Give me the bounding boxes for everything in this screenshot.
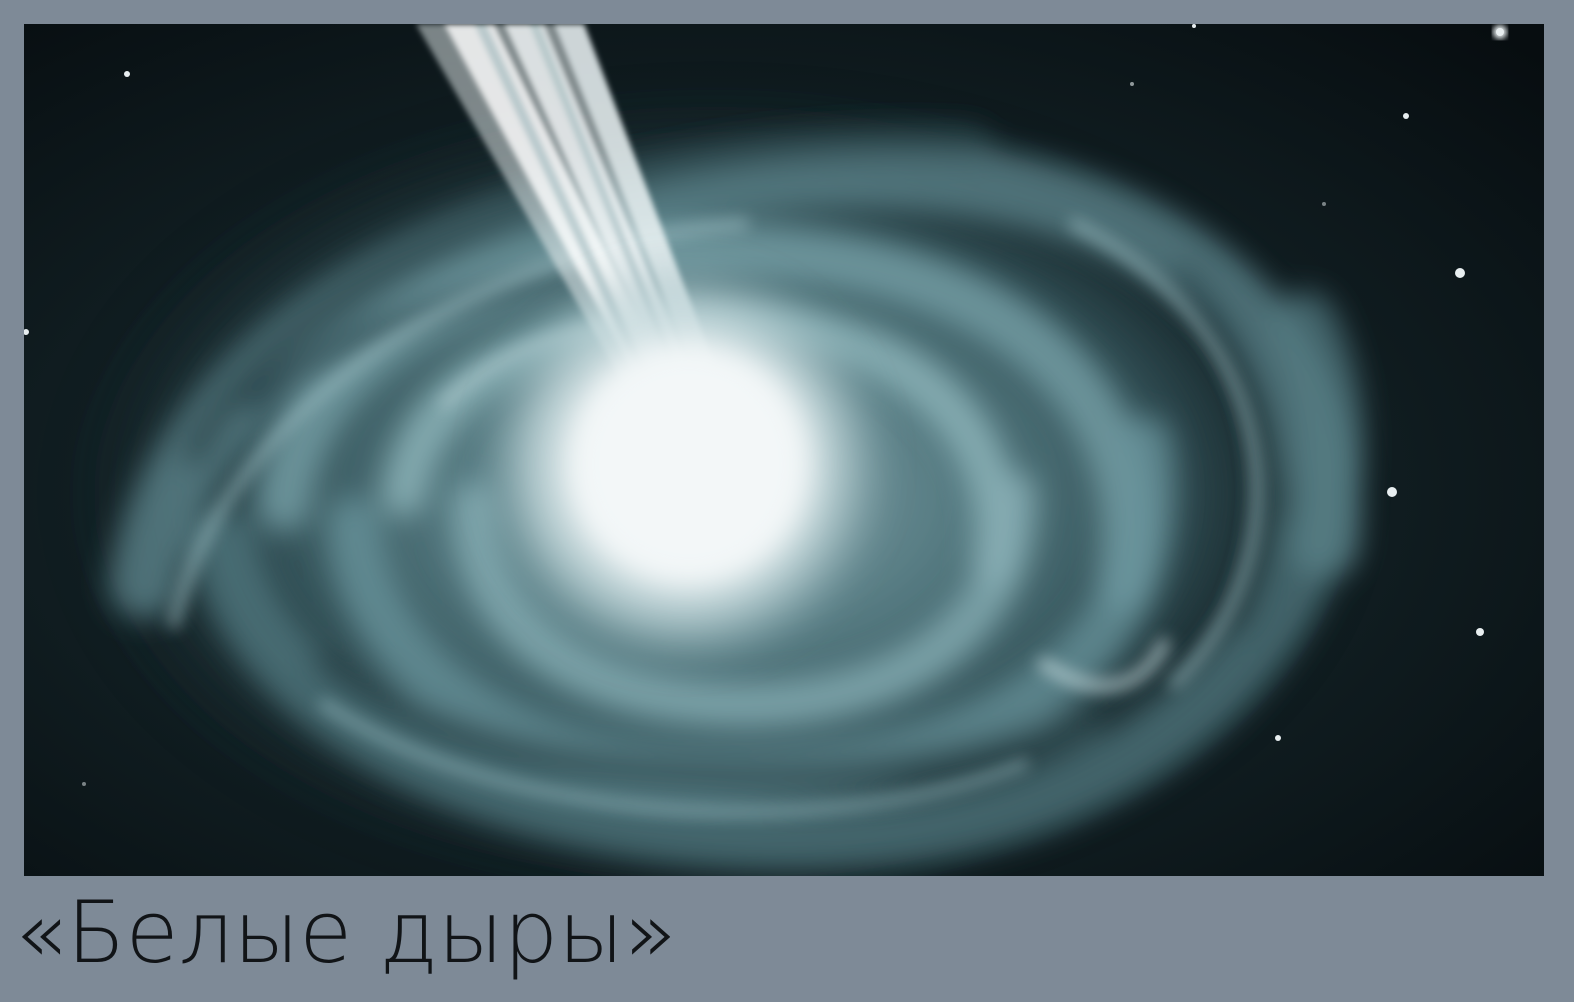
swirl-arms: [109, 127, 1364, 871]
bright-core: [569, 344, 809, 584]
space-scene: [24, 24, 1544, 876]
caption-title: «Белые дыры»: [14, 883, 677, 983]
white-hole-illustration: [24, 24, 1544, 876]
stars: [24, 24, 1507, 786]
